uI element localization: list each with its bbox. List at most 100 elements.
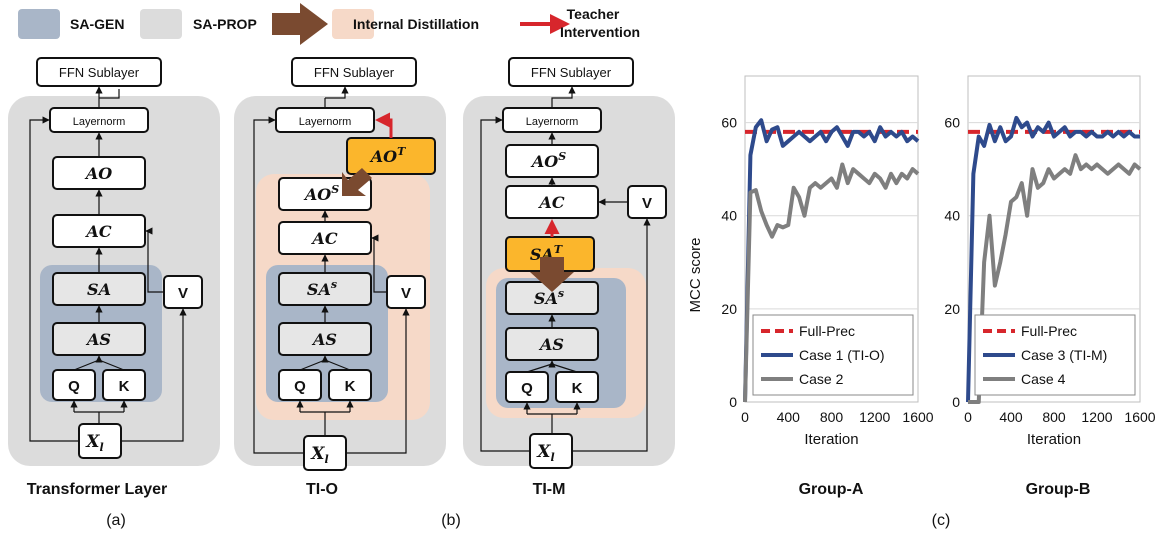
- legend-label-internal-distillation: Internal Distillation: [353, 16, 479, 32]
- ti-m-ffn-label: FFN Sublayer: [531, 65, 612, 80]
- series-line-2: [966, 115, 1140, 403]
- legend-entry-3: Case 4: [1021, 371, 1066, 387]
- y-tick-label: 20: [721, 301, 737, 317]
- series-line-3: [743, 162, 920, 403]
- panel-ti-m: FFN Sublayer Layernorm AOS AC V SAT SAs …: [463, 57, 675, 498]
- chart-a-title: Group-A: [799, 481, 864, 498]
- ti-m-as-label: AS: [538, 335, 564, 354]
- input-x-symbol: X: [85, 432, 100, 452]
- input-x-subscript: l: [100, 441, 104, 454]
- as-label: AS: [85, 330, 111, 349]
- legend-swatch-sa-prop: [140, 9, 182, 39]
- x-tick-label: 0: [964, 409, 972, 425]
- y-tick-label: 40: [944, 208, 960, 224]
- input-x-label: Xl: [85, 432, 103, 454]
- ti-o-ffn-label: FFN Sublayer: [314, 65, 395, 80]
- series-line-3: [968, 153, 1142, 404]
- chart-group-a: 0 20 40 60 0 400 800 1200 1600 Iteration Full-Prec…: [721, 75, 934, 448]
- legend-label-sa-prop: SA-PROP: [193, 16, 257, 32]
- v-label: V: [178, 285, 188, 302]
- ti-m-q-label: Q: [521, 380, 533, 397]
- x-tick-label: 400: [999, 409, 1023, 425]
- legend-distill-arrow: [272, 3, 328, 45]
- ti-o-sa-label: SAs: [307, 278, 337, 299]
- x-tick-label: 800: [820, 409, 844, 425]
- panel-a-sublabel: (a): [106, 512, 126, 529]
- panel-b2-title: TI-M: [533, 481, 566, 498]
- legend-label-teacher-2: Intervention: [560, 24, 640, 40]
- ffn-sublayer-label: FFN Sublayer: [59, 65, 140, 80]
- ti-m-k-label: K: [572, 380, 583, 397]
- chart-group-b: 0 20 40 60 0 400 800 1200 1600 Iteration Full-Prec…: [944, 75, 1156, 448]
- x-tick-label: 1600: [902, 409, 933, 425]
- legend-entry-2: Case 3 (TI-M): [1021, 347, 1107, 363]
- ti-m-ao-student-label: AOS: [530, 150, 566, 171]
- plot-frame: [744, 75, 919, 403]
- ti-o-teacher-arrow: [375, 112, 393, 138]
- panel-transformer-layer: FFN Sublayer Layernorm AO AC SA AS Q K V…: [8, 57, 220, 529]
- ti-o-sa-superscript: s: [331, 278, 337, 291]
- legend-entry-1: Full-Prec: [1021, 323, 1077, 339]
- ti-m-v-label: V: [642, 195, 652, 212]
- ti-o-ao-student-label: AOS: [303, 183, 339, 204]
- ao-label: AO: [84, 164, 112, 183]
- ti-o-as-label: AS: [311, 330, 337, 349]
- ffn-sublayer-box: [36, 57, 162, 87]
- ti-m-sa-student-label: SAs: [534, 287, 564, 308]
- ti-o-sa-symbol: SA: [307, 280, 331, 299]
- ti-m-layernorm-label: Layernorm: [526, 116, 579, 128]
- x-tick-label: 0: [741, 409, 749, 425]
- x-tick-label: 1200: [1081, 409, 1112, 425]
- ti-o-ao-teacher-superscript: T: [397, 145, 406, 158]
- y-tick-label: 0: [952, 394, 960, 410]
- ac-label: AC: [84, 222, 111, 241]
- ti-m-distill-arrow: [530, 257, 574, 292]
- y-tick-label: 60: [944, 115, 960, 131]
- ti-o-q-label: Q: [294, 378, 306, 395]
- ti-m-sa-teacher-superscript: T: [554, 243, 563, 256]
- q-label: Q: [68, 378, 80, 395]
- ti-m-sa-student-superscript: s: [558, 287, 564, 300]
- y-tick-label: 40: [721, 208, 737, 224]
- ti-o-input-x-symbol: X: [310, 444, 325, 464]
- legend: SA-GEN SA-PROP Internal Distillation Tea…: [18, 3, 640, 45]
- panel-ti-o: FFN Sublayer Layernorm AOT AOS AC SAs AS…: [234, 57, 446, 498]
- x-tick-label: 1200: [859, 409, 890, 425]
- panel-c-sublabel: (c): [932, 512, 951, 529]
- layernorm-label: Layernorm: [73, 116, 126, 128]
- ti-o-v-label: V: [401, 285, 411, 302]
- x-tick-label: 800: [1042, 409, 1066, 425]
- panel-b1-title: TI-O: [306, 481, 338, 498]
- ti-m-ao-student-superscript: S: [558, 150, 566, 163]
- y-tick-label: 0: [729, 394, 737, 410]
- y-tick-label: 20: [944, 301, 960, 317]
- ti-o-ac-label: AC: [310, 229, 337, 248]
- x-axis-label: Iteration: [1027, 431, 1081, 448]
- x-tick-label: 400: [777, 409, 801, 425]
- ti-o-input-x-subscript: l: [325, 453, 329, 466]
- ti-o-ao-student-superscript: S: [331, 183, 339, 196]
- ti-m-ac-label: AC: [537, 193, 564, 212]
- ti-o-input-x-label: Xl: [310, 444, 328, 466]
- ti-o-ao-teacher-symbol: AO: [369, 147, 397, 166]
- x-axis-label: Iteration: [804, 431, 858, 448]
- ti-o-ao-teacher-label: AOT: [369, 145, 406, 166]
- ti-m-ao-student-symbol: AO: [530, 152, 558, 171]
- legend-label-teacher-1: Teacher: [567, 6, 620, 22]
- sa-label: SA: [87, 280, 111, 299]
- panel-b-sublabel: (b): [441, 512, 461, 529]
- ti-m-input-x-subscript: l: [551, 451, 555, 464]
- x-tick-label: 1600: [1124, 409, 1155, 425]
- legend-entry-2: Case 1 (TI-O): [799, 347, 885, 363]
- ti-o-k-label: K: [345, 378, 356, 395]
- ti-o-ffn-box: [291, 57, 417, 87]
- legend-entry-1: Full-Prec: [799, 323, 855, 339]
- series-line-2: [743, 118, 920, 403]
- legend-swatch-sa-gen: [18, 9, 60, 39]
- ti-m-ffn-box: [508, 57, 634, 87]
- ti-m-sa-student-symbol: SA: [534, 289, 558, 308]
- ti-o-layernorm-label: Layernorm: [299, 116, 352, 128]
- y-tick-label: 60: [721, 115, 737, 131]
- k-label: K: [119, 378, 130, 395]
